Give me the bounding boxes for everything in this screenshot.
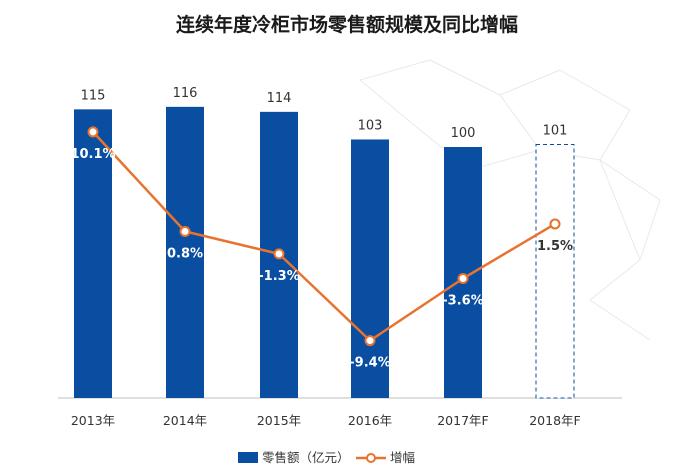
bar-value-label: 103 xyxy=(358,118,383,133)
x-tick-label: 2017年F xyxy=(437,413,489,428)
growth-value-label: -1.3% xyxy=(258,269,299,284)
background-network-pattern xyxy=(359,59,661,341)
x-tick-label: 2014年 xyxy=(163,413,207,428)
bar-value-label: 116 xyxy=(173,86,198,101)
bar-value-label: 101 xyxy=(543,123,568,138)
growth-value-label: 1.5% xyxy=(537,239,573,254)
growth-line xyxy=(92,131,556,342)
chart-title: 连续年度冷柜市场零售额规模及同比增幅 xyxy=(175,14,518,36)
growth-point xyxy=(457,273,469,285)
bar xyxy=(444,147,482,398)
growth-value-label: 0.8% xyxy=(167,246,203,261)
bar-value-label: 114 xyxy=(267,91,292,106)
bar xyxy=(166,106,204,398)
growth-point xyxy=(364,335,376,347)
growth-value-label: -9.4% xyxy=(349,356,390,371)
bar-value-label: 115 xyxy=(81,88,106,103)
x-tick-label: 2013年 xyxy=(71,413,115,428)
growth-point xyxy=(87,126,99,138)
growth-point xyxy=(273,248,285,260)
bar xyxy=(351,139,389,398)
bar-value-label: 100 xyxy=(451,126,476,141)
legend-label-growth: 增幅 xyxy=(390,450,415,465)
x-tick-label: 2016年 xyxy=(348,413,392,428)
growth-value-label: 10.1% xyxy=(70,147,115,162)
legend-swatch-sales xyxy=(238,452,258,463)
x-tick-label: 2015年 xyxy=(257,413,301,428)
growth-point xyxy=(179,225,191,237)
legend-marker-growth xyxy=(366,453,376,463)
x-tick-label: 2018年F xyxy=(529,413,581,428)
growth-value-label: -3.6% xyxy=(442,294,483,309)
legend-label-sales: 零售额（亿元） xyxy=(262,450,350,465)
growth-point xyxy=(549,218,561,230)
bar xyxy=(74,109,112,398)
bar-forecast xyxy=(535,143,575,399)
